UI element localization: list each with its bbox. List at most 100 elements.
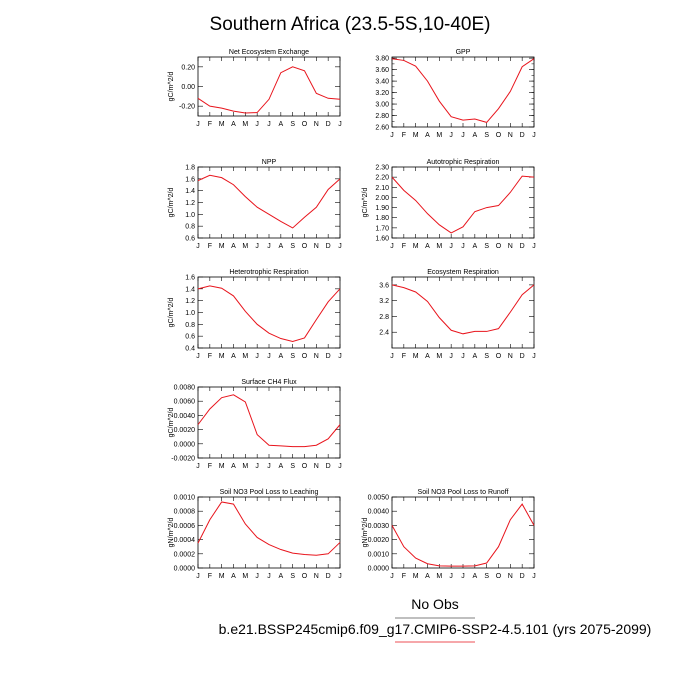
x-tick-label: J	[461, 243, 465, 250]
x-tick-label: J	[461, 573, 465, 580]
panel-title: NPP	[262, 159, 277, 166]
x-tick-label: M	[242, 121, 248, 128]
x-tick-label: A	[472, 573, 477, 580]
x-tick-label: S	[290, 463, 295, 470]
y-tick-label: 2.20	[375, 175, 389, 182]
x-tick-label: M	[219, 463, 225, 470]
x-tick-label: F	[402, 353, 406, 360]
y-axis-label: gC/m^2/d	[168, 408, 175, 438]
y-tick-label: 1.4	[185, 188, 195, 195]
x-tick-label: M	[436, 132, 442, 139]
x-tick-label: S	[484, 132, 489, 139]
x-tick-label: A	[278, 121, 283, 128]
x-tick-label: N	[314, 353, 319, 360]
x-tick-label: A	[425, 243, 430, 250]
plot-frame	[197, 56, 341, 117]
x-tick-label: A	[231, 243, 236, 250]
y-tick-label: 1.8	[185, 165, 195, 172]
x-tick-label: D	[326, 243, 331, 250]
y-axis-label: gC/m^2/d	[168, 72, 175, 102]
x-tick-label: J	[461, 353, 465, 360]
x-tick-label: J	[255, 463, 259, 470]
x-tick-label: D	[520, 353, 525, 360]
x-tick-label: J	[338, 121, 342, 128]
x-tick-label: M	[436, 353, 442, 360]
y-tick-label: 1.90	[375, 205, 389, 212]
y-tick-label: 0.0030	[368, 523, 390, 530]
x-tick-label: A	[278, 573, 283, 580]
y-tick-label: 3.6	[379, 282, 389, 289]
y-tick-label: 3.40	[375, 79, 389, 86]
y-tick-label: 3.00	[375, 102, 389, 109]
y-tick-label: 0.0008	[174, 509, 196, 516]
x-tick-label: N	[508, 353, 513, 360]
x-tick-label: A	[425, 573, 430, 580]
x-tick-label: J	[255, 353, 259, 360]
y-tick-label: 0.0020	[368, 537, 390, 544]
x-tick-label: D	[520, 132, 525, 139]
panel-title: Autotrophic Respiration	[427, 159, 500, 166]
y-tick-label: 1.80	[375, 215, 389, 222]
x-tick-label: J	[338, 463, 342, 470]
x-tick-label: D	[520, 573, 525, 580]
x-tick-label: M	[413, 573, 419, 580]
series-line	[197, 174, 341, 229]
panel-title: Net Ecosystem Exchange	[229, 49, 309, 56]
x-tick-label: J	[196, 121, 200, 128]
x-tick-label: J	[267, 243, 271, 250]
series-line	[197, 285, 341, 343]
y-tick-label: -0.20	[179, 104, 195, 111]
x-tick-label: F	[208, 243, 212, 250]
x-tick-label: F	[208, 121, 212, 128]
x-tick-label: J	[196, 353, 200, 360]
x-tick-label: O	[302, 573, 308, 580]
y-tick-label: 0.0004	[174, 537, 196, 544]
x-tick-label: J	[267, 121, 271, 128]
y-tick-label: 2.10	[375, 185, 389, 192]
x-tick-label: J	[390, 132, 394, 139]
x-tick-label: N	[508, 573, 513, 580]
y-tick-label: 3.60	[375, 67, 389, 74]
x-tick-label: M	[219, 573, 225, 580]
y-tick-label: 1.6	[185, 275, 195, 282]
x-tick-label: A	[425, 132, 430, 139]
y-tick-label: 0.0006	[174, 523, 196, 530]
x-tick-label: J	[267, 463, 271, 470]
panel-title: Soil NO3 Pool Loss to Runoff	[418, 489, 509, 496]
x-tick-label: M	[219, 353, 225, 360]
x-tick-label: M	[436, 243, 442, 250]
x-tick-label: J	[196, 573, 200, 580]
x-tick-label: J	[390, 243, 394, 250]
y-tick-label: 0.0060	[174, 399, 196, 406]
x-tick-label: J	[390, 573, 394, 580]
x-tick-label: S	[290, 353, 295, 360]
x-tick-label: J	[532, 132, 536, 139]
x-tick-label: S	[484, 243, 489, 250]
x-tick-label: A	[278, 243, 283, 250]
x-tick-label: O	[302, 243, 308, 250]
y-tick-label: 0.20	[181, 64, 195, 71]
x-tick-label: A	[231, 573, 236, 580]
x-tick-label: J	[449, 573, 453, 580]
x-tick-label: O	[302, 353, 308, 360]
y-axis-label: gC/m^2/d	[168, 298, 175, 328]
y-tick-label: 1.0	[185, 212, 195, 219]
plot-frame	[197, 386, 341, 459]
y-tick-label: 3.20	[375, 90, 389, 97]
x-tick-label: O	[496, 573, 502, 580]
x-tick-label: D	[326, 353, 331, 360]
y-tick-label: 1.2	[185, 200, 195, 207]
y-tick-label: 3.2	[379, 298, 389, 305]
x-tick-label: F	[208, 573, 212, 580]
y-tick-label: 0.8	[185, 322, 195, 329]
x-tick-label: J	[532, 573, 536, 580]
case-label: b.e21.BSSP245cmip6.f09_g17.CMIP6-SSP2-4.…	[219, 621, 652, 637]
x-tick-label: O	[496, 243, 502, 250]
x-tick-label: M	[242, 573, 248, 580]
